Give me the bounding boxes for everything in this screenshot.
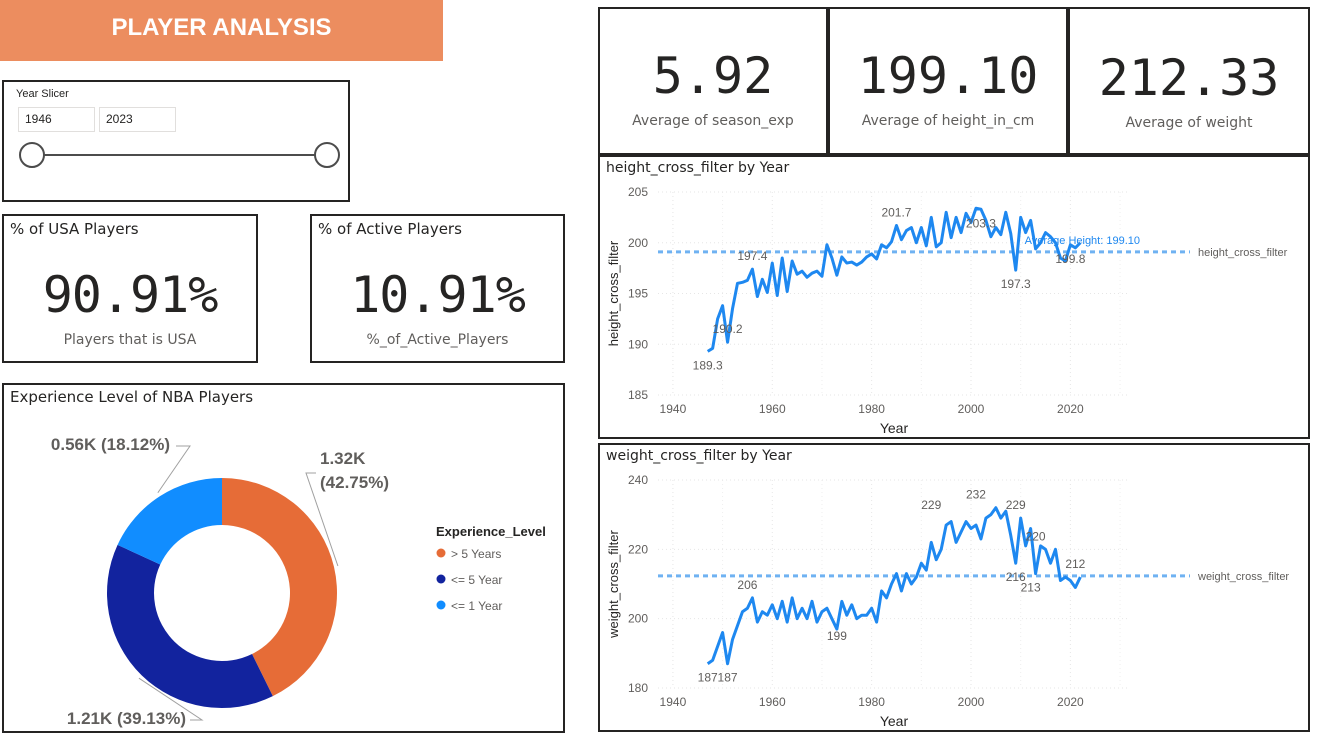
data-label: 199.8: [1055, 252, 1085, 266]
y-tick-label: 185: [628, 388, 648, 402]
series-label: height_cross_filter: [1198, 247, 1288, 259]
data-label: 1.32K: [320, 449, 366, 468]
kpi-label: Average of weight: [1125, 115, 1253, 131]
x-tick-label: 2020: [1057, 402, 1084, 416]
x-axis-title: Year: [880, 713, 909, 729]
y-tick-label: 180: [628, 681, 648, 695]
experience-donut-chart: 1.32K (42.75%) 1.21K (39.13%) 0.56K (18.12%…: [51, 435, 546, 728]
y-tick-label: 220: [628, 542, 648, 556]
kpi-value: 5.92: [652, 47, 774, 105]
leader-line: [157, 445, 191, 494]
chart-title: weight_cross_filter by Year: [606, 448, 792, 464]
slicer-start-input[interactable]: 1946: [18, 107, 95, 132]
usa-players-card: % of USA Players 90.91% Players that is …: [2, 214, 258, 363]
data-label: 229: [1006, 498, 1026, 512]
reference-line-label: Average Height: 199.10: [1025, 235, 1140, 247]
kpi-label: Average of height_in_cm: [861, 113, 1035, 129]
data-label: 206: [737, 578, 757, 592]
kpi-height-card: 199.10 Average of height_in_cm: [828, 7, 1068, 155]
slider-start-handle[interactable]: [19, 142, 45, 168]
data-label: 229: [921, 498, 941, 512]
data-label: 220: [1026, 529, 1046, 543]
height-line-panel: height_cross_filter by Year 185 190 195 200…: [598, 155, 1310, 439]
legend-marker: [436, 600, 446, 610]
data-label: 216: [1006, 570, 1026, 584]
chart-title: height_cross_filter by Year: [606, 160, 790, 176]
donut-slice: [107, 544, 273, 708]
data-label: 197.3: [1001, 277, 1031, 291]
donut-slice: [222, 478, 337, 697]
data-label: 190.2: [713, 322, 743, 336]
series-label: weight_cross_filter: [1197, 571, 1289, 583]
data-label: 189.3: [693, 358, 723, 372]
chart-title: Experience Level of NBA Players: [10, 388, 254, 406]
data-label: 201.7: [881, 205, 911, 219]
slider-track[interactable]: [32, 154, 326, 156]
legend-marker: [436, 548, 446, 558]
x-tick-label: 1980: [858, 695, 885, 709]
legend-marker: [436, 574, 446, 584]
y-tick-label: 205: [628, 185, 648, 199]
x-tick-label: 2000: [958, 695, 985, 709]
card-title: % of USA Players: [10, 220, 139, 238]
data-label: 213: [1021, 581, 1041, 595]
active-players-card: % of Active Players 10.91% %_of_Active_P…: [310, 214, 565, 363]
card-value: 10.91%: [350, 266, 526, 324]
y-tick-label: 190: [628, 337, 648, 351]
year-slicer: Year Slicer 1946 2023: [2, 80, 350, 202]
y-tick-label: 200: [628, 612, 648, 626]
data-label: 187: [718, 671, 738, 685]
experience-donut-panel: Experience Level of NBA Players 1.32K (42…: [2, 383, 565, 733]
page-title: PLAYER ANALYSIS: [111, 13, 332, 41]
y-axis-title: weight_cross_filter: [606, 530, 621, 639]
card-title: % of Active Players: [318, 220, 462, 238]
x-axis-title: Year: [880, 420, 909, 436]
weight-line-panel: weight_cross_filter by Year 180 200 220 240…: [598, 443, 1310, 732]
leader-line: [305, 472, 339, 567]
legend-item: <= 5 Year: [451, 573, 502, 587]
slicer-end-input[interactable]: 2023: [99, 107, 176, 132]
kpi-season-exp-card: 5.92 Average of season_exp: [598, 7, 828, 155]
card-label: Players that is USA: [63, 332, 197, 348]
y-tick-label: 195: [628, 287, 648, 301]
x-tick-label: 2020: [1057, 695, 1084, 709]
kpi-weight-card: 212.33 Average of weight: [1068, 7, 1310, 155]
leader-line: [138, 677, 204, 721]
data-label: 203.3: [966, 216, 996, 230]
y-axis-title: height_cross_filter: [606, 240, 621, 346]
data-label: 197.4: [737, 249, 767, 263]
data-label: 187: [698, 671, 718, 685]
series-line: [706, 206, 1082, 353]
data-label: 199: [827, 629, 847, 643]
legend-title: Experience_Level: [436, 524, 546, 539]
data-label: 212: [1065, 557, 1085, 571]
data-label: 0.56K (18.12%): [51, 435, 170, 454]
x-tick-label: 1940: [660, 695, 687, 709]
kpi-label: Average of season_exp: [632, 113, 794, 129]
x-tick-label: 2000: [958, 402, 985, 416]
data-label: 1.21K (39.13%): [67, 709, 186, 728]
x-tick-label: 1980: [858, 402, 885, 416]
slicer-title: Year Slicer: [16, 88, 69, 100]
data-label: (42.75%): [320, 473, 389, 492]
height-line-chart: 185 190 195 200 205 1940 1960 1980 2000 2020 Year h…: [606, 185, 1288, 436]
weight-line-chart: 180 200 220 240 1940 1960 1980 2000 2020 Year weig…: [606, 473, 1289, 729]
legend-item: > 5 Years: [451, 547, 501, 561]
donut-slice: [117, 478, 222, 565]
card-label: %_of_Active_Players: [366, 332, 509, 348]
kpi-value: 212.33: [1098, 49, 1280, 107]
y-tick-label: 200: [628, 236, 648, 250]
kpi-value: 199.10: [857, 47, 1039, 105]
y-tick-label: 240: [628, 473, 648, 487]
x-tick-label: 1960: [759, 402, 786, 416]
page-title-banner: PLAYER ANALYSIS: [0, 0, 443, 61]
x-tick-label: 1960: [759, 695, 786, 709]
series-line: [706, 506, 1082, 666]
x-tick-label: 1940: [660, 402, 687, 416]
card-value: 90.91%: [42, 266, 219, 324]
legend-item: <= 1 Year: [451, 599, 502, 613]
data-label: 232: [966, 488, 986, 502]
slider-end-handle[interactable]: [314, 142, 340, 168]
